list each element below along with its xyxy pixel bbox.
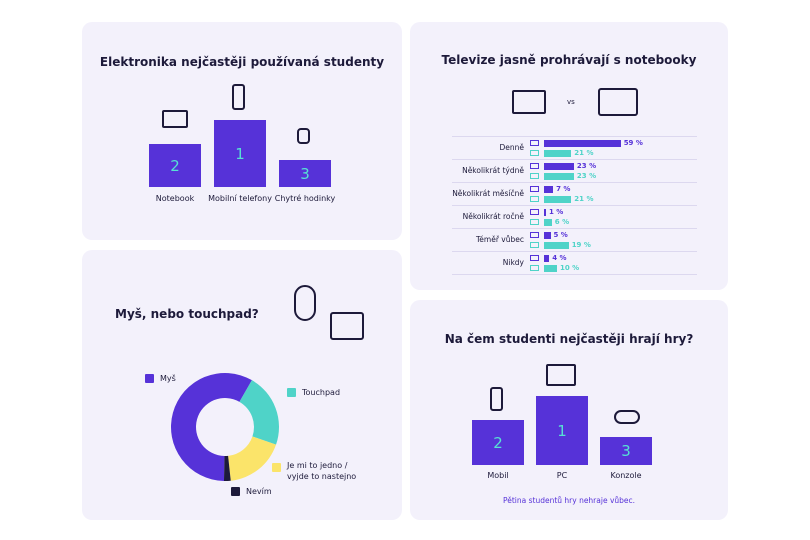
chart-row: Nikdy 4 % 10 %	[452, 251, 697, 274]
laptop-icon	[512, 90, 546, 114]
value-label: 10 %	[560, 264, 580, 272]
swatch	[272, 463, 281, 472]
label-pc: PC	[556, 471, 568, 480]
podium-notebook: 2	[149, 144, 201, 187]
chart-bottom-rule	[452, 274, 697, 275]
bar-laptop	[544, 140, 621, 147]
laptop-icon	[530, 255, 539, 261]
phone-icon	[490, 387, 503, 411]
bar-laptop	[544, 232, 551, 239]
value-label: 4 %	[552, 254, 567, 262]
category-label: Denně	[499, 143, 524, 152]
swatch	[287, 388, 296, 397]
slice-mouse	[171, 373, 252, 481]
tv-title: Televize jasně prohrávají s notebooky	[441, 53, 697, 67]
value-label: 6 %	[554, 218, 570, 226]
legend-dont-know: Nevím	[231, 487, 272, 496]
category-label: Téměř vůbec	[476, 235, 524, 244]
value-label: 23 %	[576, 172, 597, 180]
legend-indifferent: Je mi to jedno / vyjde to nastejno	[272, 460, 362, 482]
legend-label: Je mi to jedno / vyjde to nastejno	[287, 461, 357, 481]
value-label: 21 %	[574, 149, 594, 157]
chart-row: Denně 59 % 21 %	[452, 136, 697, 159]
gaming-title: Na čem studenti nejčastěji hrají hry?	[444, 332, 694, 346]
laptop-icon	[162, 110, 188, 128]
vs-label: vs	[567, 98, 575, 106]
value-label: 1 %	[549, 208, 564, 216]
label-mobile: Mobil	[487, 471, 509, 480]
bar-laptop	[544, 163, 574, 170]
chart-row: Několikrát ročně 1 % 6 %	[452, 205, 697, 228]
slice-indifferent	[228, 436, 277, 481]
bar-laptop	[544, 186, 554, 193]
tv-icon	[598, 88, 638, 116]
podium-console: 3	[600, 437, 652, 465]
label-console: Konzole	[610, 471, 642, 480]
tv-icon	[530, 196, 539, 202]
tv-icon	[530, 242, 539, 248]
tv-icon	[530, 219, 539, 225]
bar-tv	[544, 242, 569, 249]
chart-row: Několikrát měsíčně 7 % 21 %	[452, 182, 697, 205]
legend-label: Nevím	[246, 487, 272, 496]
legend-label: Myš	[160, 374, 176, 383]
legend-mouse: Myš	[145, 374, 176, 383]
slice-touchpad	[239, 380, 279, 445]
laptop-icon	[530, 186, 539, 192]
value-label: 19 %	[571, 241, 591, 249]
category-label: Nikdy	[502, 258, 524, 267]
laptop-icon	[530, 140, 539, 146]
tv-icon	[530, 265, 539, 271]
value-label: 5 %	[553, 231, 568, 239]
category-label: Několikrát týdně	[462, 166, 524, 175]
chart-row: Několikrát týdně 23 % 23 %	[452, 159, 697, 182]
laptop-icon	[530, 209, 539, 215]
bar-laptop	[544, 209, 546, 216]
electronics-title: Elektronika nejčastěji používaná student…	[99, 55, 385, 69]
bar-tv	[544, 265, 557, 272]
mouse-title: Myš, nebo touchpad?	[115, 307, 259, 321]
label-watches: Chytré hodinky	[274, 194, 336, 203]
desktop-pc-icon	[546, 364, 576, 386]
tv-icon	[530, 173, 539, 179]
bar-tv	[544, 173, 574, 180]
swatch	[145, 374, 154, 383]
mouse-icon	[294, 285, 316, 321]
electronics-card: Elektronika nejčastěji používaná student…	[82, 22, 402, 240]
podium-pc: 1	[536, 396, 588, 465]
label-notebook: Notebook	[155, 194, 195, 203]
bar-tv	[544, 196, 572, 203]
touchpad-icon	[330, 312, 364, 340]
value-label: 21 %	[574, 195, 594, 203]
watch-icon	[297, 128, 310, 144]
podium-phones: 1	[214, 120, 266, 187]
category-label: Několikrát měsíčně	[452, 189, 524, 198]
gamepad-icon	[614, 410, 640, 424]
value-label: 7 %	[556, 185, 571, 193]
laptop-icon	[530, 232, 539, 238]
donut-chart	[171, 373, 279, 481]
chart-row: Téměř vůbec 5 % 19 %	[452, 228, 697, 251]
phone-icon	[232, 84, 245, 110]
label-phones: Mobilní telefony	[208, 194, 272, 203]
gaming-footnote: Pětina studentů hry nehraje vůbec.	[502, 496, 636, 505]
legend-label: Touchpad	[302, 388, 341, 397]
tv-vs-laptop-card: Televize jasně prohrávají s notebooky vs…	[410, 22, 728, 290]
bar-tv	[544, 219, 552, 226]
podium-watches: 3	[279, 160, 331, 187]
gaming-card: Na čem studenti nejčastěji hrají hry? 2 …	[410, 300, 728, 520]
podium-mobile: 2	[472, 420, 524, 465]
swatch	[231, 487, 240, 496]
mouse-touchpad-card: Myš, nebo touchpad? Myš Touchpad Je mi t…	[82, 250, 402, 520]
tv-icon	[530, 150, 539, 156]
slice-dont-know	[223, 455, 231, 481]
category-label: Několikrát ročně	[462, 212, 524, 221]
bar-laptop	[544, 255, 550, 262]
legend-touchpad: Touchpad	[287, 388, 340, 397]
value-label: 23 %	[576, 162, 597, 170]
bar-tv	[544, 150, 572, 157]
laptop-icon	[530, 163, 539, 169]
value-label: 59 %	[623, 139, 643, 147]
